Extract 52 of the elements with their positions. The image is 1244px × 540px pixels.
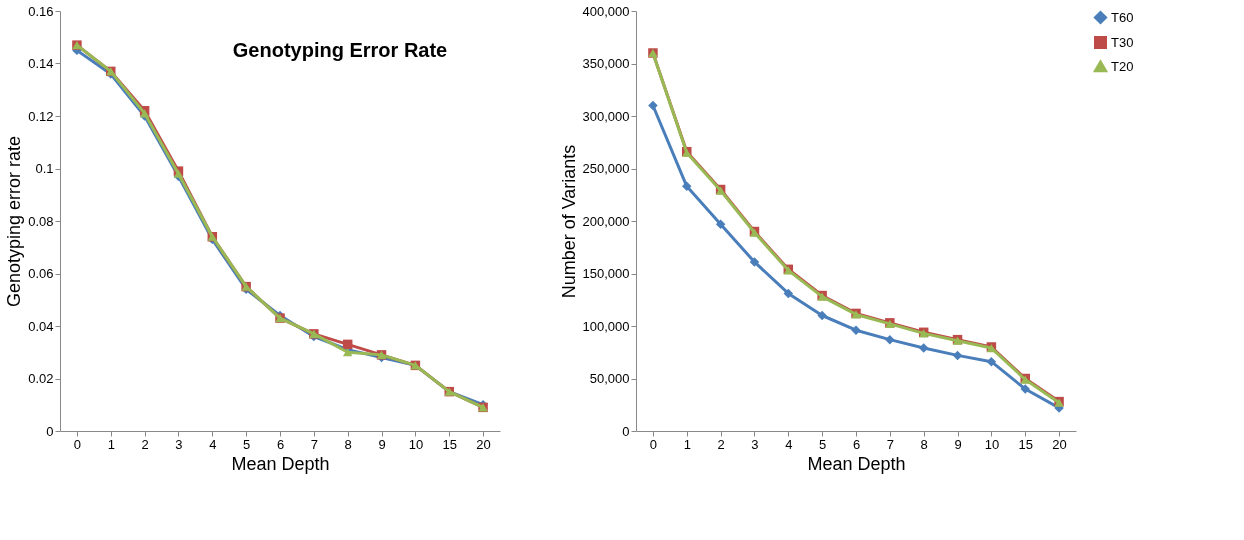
y-tick-label: 100,000	[582, 318, 630, 334]
legend-label: T60	[1111, 9, 1134, 25]
x-tick-label: 6	[276, 436, 285, 452]
x-tick-label: 9	[954, 436, 962, 452]
x-tick-label: 4	[785, 436, 793, 452]
y-tick-label: 0.1	[35, 161, 54, 176]
y-tick-label: 150,000	[582, 266, 630, 281]
x-tick-label: 20	[476, 436, 491, 452]
y-tick-label: 0.16	[28, 3, 54, 19]
x-tick-label: 5	[243, 436, 251, 452]
y-tick-label: 0.12	[28, 108, 54, 124]
y-tick-label: 300,000	[582, 108, 630, 124]
y-tick-label: 0.14	[28, 56, 54, 71]
y-axis-title: Genotyping error rate	[4, 135, 25, 308]
y-axis-title: Number of Variants	[558, 144, 579, 299]
legend-label: T20	[1111, 58, 1134, 74]
x-tick-label: 20	[1052, 436, 1067, 452]
x-tick-label: 0	[649, 436, 658, 452]
y-tick-label: 0.02	[28, 371, 54, 386]
x-tick-label: 0	[73, 436, 82, 452]
x-tick-label: 2	[717, 436, 725, 452]
x-tick-label: 15	[1018, 436, 1033, 452]
y-tick-label: 0.04	[28, 318, 54, 334]
y-tick-label: 250,000	[582, 161, 630, 176]
x-tick-label: 7	[886, 436, 894, 452]
x-tick-label: 8	[920, 436, 928, 452]
x-tick-label: 1	[683, 436, 691, 452]
x-tick-label: 5	[819, 436, 827, 452]
x-axis-title: Mean Depth	[807, 453, 906, 474]
x-tick-label: 3	[751, 436, 759, 452]
text: Genotyping Error Rate	[232, 39, 448, 61]
y-tick-label: 0	[622, 423, 630, 439]
y-tick-label: 400,000	[582, 3, 630, 19]
x-tick-label: 10	[408, 436, 424, 452]
x-tick-label: 2	[141, 436, 149, 452]
x-tick-label: 7	[310, 436, 318, 452]
y-tick-label: 200,000	[582, 213, 630, 229]
x-tick-label: 15	[442, 436, 457, 452]
x-tick-label: 3	[175, 436, 183, 452]
x-tick-label: 9	[378, 436, 386, 452]
x-axis-title: Mean Depth	[231, 453, 330, 474]
y-tick-label: 50,000	[589, 371, 630, 386]
x-tick-label: 6	[852, 436, 861, 452]
x-tick-label: 1	[107, 436, 115, 452]
x-tick-label: 4	[209, 436, 217, 452]
y-tick-label: 0.06	[28, 266, 54, 281]
x-tick-label: 10	[984, 436, 1000, 452]
y-tick-label: 0.08	[28, 213, 54, 229]
legend-label: T30	[1111, 34, 1134, 50]
x-tick-label: 8	[344, 436, 352, 452]
y-tick-label: 0	[46, 423, 54, 439]
y-tick-label: 350,000	[582, 56, 630, 71]
